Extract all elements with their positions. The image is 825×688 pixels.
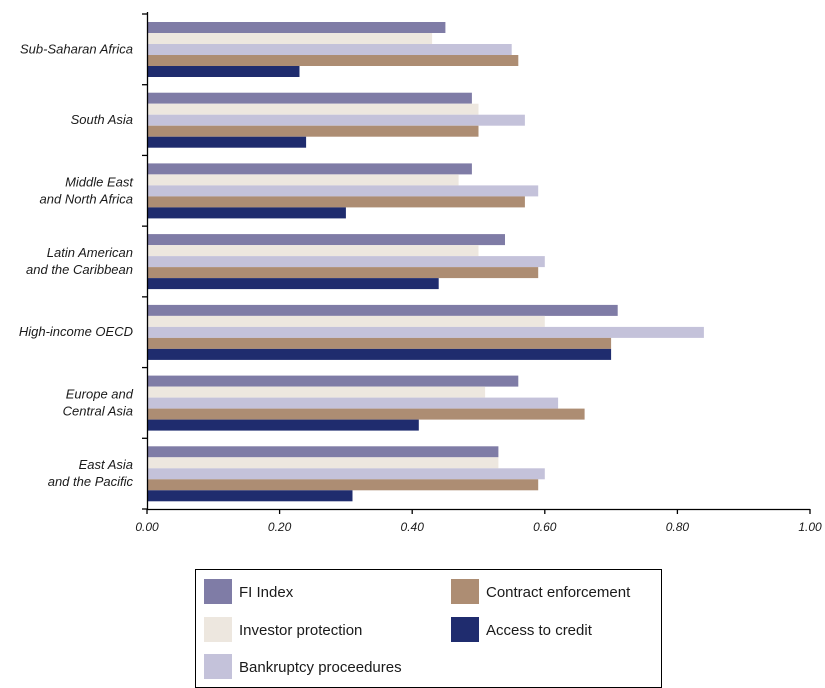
- x-tick-label: 0.60: [533, 520, 557, 534]
- bar-fi-index-4: [147, 304, 618, 316]
- bar-investor-protection-5: [147, 386, 486, 398]
- x-tick-label: 0.00: [135, 520, 159, 534]
- bar-access-to-credit-5: [147, 419, 419, 431]
- category-label: Sub-Saharan Africa: [20, 41, 133, 56]
- legend-label: Bankruptcy proceedures: [239, 659, 402, 676]
- x-tick-label: 1.00: [798, 520, 822, 534]
- bar-contract-enforcement-2: [147, 196, 525, 208]
- bar-contract-enforcement-6: [147, 479, 539, 491]
- bar-contract-enforcement-4: [147, 337, 612, 349]
- bar-fi-index-0: [147, 22, 446, 33]
- bar-bankruptcy-proceedures-2: [147, 185, 539, 197]
- category-label: and the Caribbean: [26, 262, 133, 277]
- x-axis-ticks: 0.00 0.20 0.40 0.60 0.80 1.00: [135, 509, 822, 534]
- legend-swatch: [204, 617, 232, 642]
- category-label: Latin American: [47, 245, 133, 260]
- legend-swatch: [204, 654, 232, 679]
- legend-swatch: [204, 579, 232, 604]
- legend-frame: [195, 569, 662, 688]
- bar-investor-protection-4: [147, 315, 545, 327]
- category-label: East Asia: [79, 457, 133, 472]
- bar-contract-enforcement-0: [147, 55, 519, 66]
- bar-fi-index-6: [147, 446, 499, 458]
- bar-access-to-credit-0: [147, 66, 300, 77]
- category-label: South Asia: [71, 112, 133, 127]
- bar-bankruptcy-proceedures-0: [147, 44, 512, 55]
- bar-access-to-credit-2: [147, 207, 346, 219]
- category-label: High-income OECD: [19, 324, 133, 339]
- bar-bankruptcy-proceedures-4: [147, 326, 704, 338]
- bar-bankruptcy-proceedures-3: [147, 256, 545, 268]
- bar-fi-index-2: [147, 163, 472, 175]
- legend: FI Index Contract enforcement Investor pro…: [195, 569, 662, 688]
- category-label: Europe and: [66, 386, 134, 401]
- bar-fi-index-3: [147, 234, 505, 246]
- category-label: Central Asia: [63, 403, 133, 418]
- x-tick-label: 0.20: [268, 520, 292, 534]
- bar-investor-protection-1: [147, 103, 479, 115]
- bar-investor-protection-6: [147, 457, 499, 469]
- x-tick-label: 0.80: [666, 520, 690, 534]
- bar-contract-enforcement-1: [147, 125, 479, 137]
- legend-swatch: [451, 617, 479, 642]
- bar-bankruptcy-proceedures-5: [147, 397, 559, 409]
- legend-label: Access to credit: [486, 622, 593, 639]
- bar-fi-index-5: [147, 375, 519, 387]
- bars-group: [147, 22, 704, 502]
- bar-fi-index-1: [147, 92, 472, 104]
- bar-bankruptcy-proceedures-6: [147, 468, 545, 480]
- legend-label: Contract enforcement: [486, 584, 631, 601]
- x-tick-label: 0.40: [401, 520, 425, 534]
- bar-contract-enforcement-3: [147, 267, 539, 279]
- bar-bankruptcy-proceedures-1: [147, 114, 525, 126]
- bar-access-to-credit-4: [147, 348, 612, 360]
- category-labels: Sub-Saharan Africa South Asia Middle East a…: [19, 41, 135, 489]
- bar-investor-protection-3: [147, 245, 479, 257]
- bar-access-to-credit-1: [147, 136, 307, 148]
- bar-contract-enforcement-5: [147, 408, 585, 420]
- y-axis-ticks: [142, 13, 147, 510]
- legend-label: Investor protection: [239, 622, 362, 639]
- category-label: and the Pacific: [48, 474, 134, 489]
- legend-swatch: [451, 579, 479, 604]
- bar-investor-protection-0: [147, 33, 433, 44]
- bar-investor-protection-2: [147, 174, 459, 186]
- bar-access-to-credit-6: [147, 490, 353, 502]
- category-label: and North Africa: [40, 191, 133, 206]
- bar-access-to-credit-3: [147, 278, 439, 290]
- category-label: Middle East: [65, 174, 134, 189]
- legend-label: FI Index: [239, 584, 294, 601]
